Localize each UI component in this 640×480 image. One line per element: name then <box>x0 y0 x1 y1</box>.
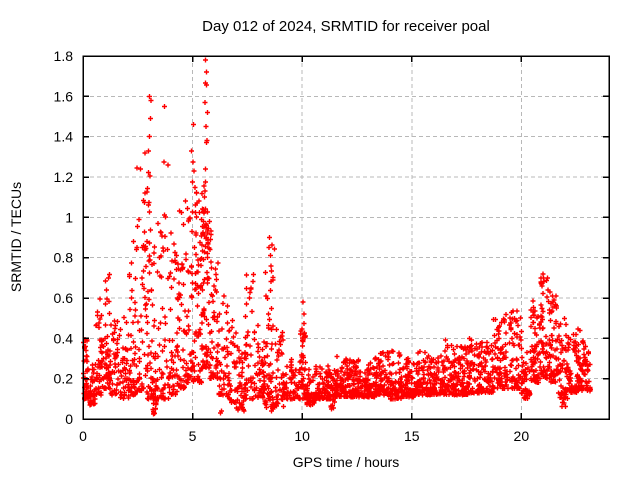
x-tick-labels: 0 5 10 15 20 <box>79 428 529 444</box>
x-tick-label: 5 <box>189 428 197 444</box>
y-tick-labels: 0 0.2 0.4 0.6 0.8 1 1.2 1.4 1.6 1.8 <box>54 48 74 427</box>
data-points-srmtid <box>81 57 593 417</box>
y-tick-label: 1.2 <box>54 169 74 185</box>
y-tick-label: 0.4 <box>54 330 74 346</box>
x-tick-label: 20 <box>514 428 530 444</box>
y-tick-label: 1.4 <box>54 129 74 145</box>
axis-tick-marks <box>82 55 609 420</box>
y-tick-label: 1.8 <box>54 48 74 64</box>
plot-border <box>82 55 610 420</box>
y-tick-label: 1.6 <box>54 88 74 104</box>
y-tick-label: 1 <box>65 209 73 225</box>
x-tick-label: 0 <box>79 428 87 444</box>
x-axis-title: GPS time / hours <box>293 454 400 470</box>
y-tick-label: 0.2 <box>54 371 74 387</box>
y-tick-label: 0.6 <box>54 290 74 306</box>
x-tick-label: 10 <box>294 428 310 444</box>
y-tick-label: 0 <box>65 411 73 427</box>
x-tick-label: 15 <box>404 428 420 444</box>
y-tick-label: 0.8 <box>54 250 74 266</box>
y-axis-title: SRMTID / TECUs <box>8 182 24 292</box>
chart-title: Day 012 of 2024, SRMTID for receiver poa… <box>202 18 490 35</box>
